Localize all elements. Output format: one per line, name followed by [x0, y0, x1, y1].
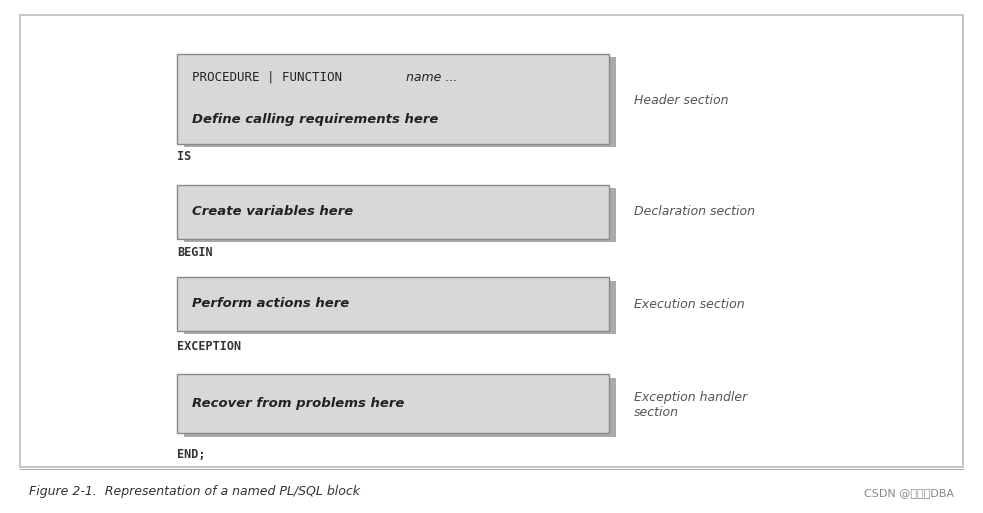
FancyBboxPatch shape: [184, 378, 616, 437]
Text: Declaration section: Declaration section: [634, 205, 755, 219]
FancyBboxPatch shape: [184, 281, 616, 334]
Text: END;: END;: [177, 447, 205, 461]
FancyBboxPatch shape: [177, 277, 609, 331]
Text: EXCEPTION: EXCEPTION: [177, 340, 241, 353]
FancyBboxPatch shape: [177, 185, 609, 239]
Text: Header section: Header section: [634, 93, 728, 107]
FancyBboxPatch shape: [184, 188, 616, 242]
FancyBboxPatch shape: [184, 57, 616, 147]
Text: BEGIN: BEGIN: [177, 246, 212, 259]
Text: CSDN @梦想家DBA: CSDN @梦想家DBA: [863, 488, 954, 498]
Text: Execution section: Execution section: [634, 298, 745, 311]
Text: Exception handler
section: Exception handler section: [634, 391, 747, 419]
FancyBboxPatch shape: [177, 374, 609, 433]
Text: Perform actions here: Perform actions here: [192, 298, 349, 310]
FancyBboxPatch shape: [177, 54, 609, 144]
Text: PROCEDURE | FUNCTION: PROCEDURE | FUNCTION: [192, 71, 349, 84]
Text: Define calling requirements here: Define calling requirements here: [192, 113, 438, 126]
Text: IS: IS: [177, 150, 191, 163]
Text: name ...: name ...: [406, 71, 457, 84]
Text: Figure 2-1.  Representation of a named PL/SQL block: Figure 2-1. Representation of a named PL…: [29, 485, 361, 498]
Text: Recover from problems here: Recover from problems here: [192, 398, 404, 410]
Text: Create variables here: Create variables here: [192, 205, 353, 218]
FancyBboxPatch shape: [20, 15, 963, 467]
